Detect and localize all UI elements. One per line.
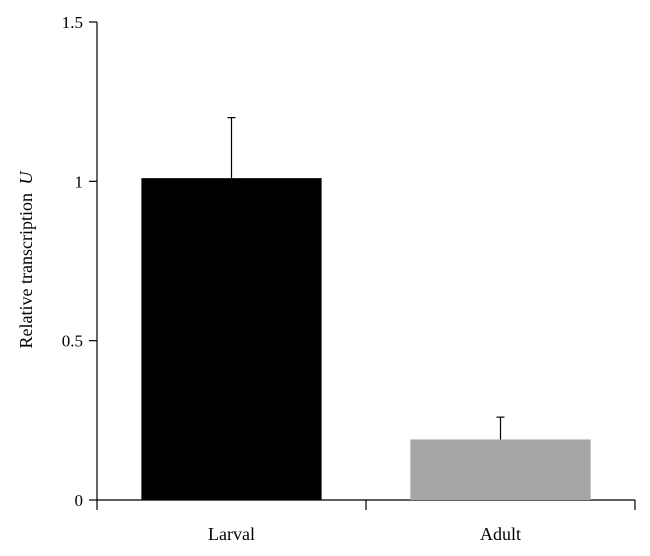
bars <box>141 116 591 500</box>
y-axis-label: Relative transcription U <box>16 171 36 349</box>
y-axis-label-text: Relative transcription <box>16 193 36 348</box>
y-axis-label-unit: U <box>16 171 36 185</box>
x-category-label: Larval <box>208 524 255 544</box>
y-tick-label: 0.5 <box>62 332 83 351</box>
bar-larval <box>141 178 322 500</box>
y-tick-label: 0 <box>75 491 84 510</box>
y-tick-label: 1.5 <box>62 13 83 32</box>
x-category-label: Adult <box>480 524 521 544</box>
y-tick-label: 1 <box>75 172 84 191</box>
y-axis: 0 0.5 1 1.5 <box>62 13 98 510</box>
bar-adult <box>410 439 591 500</box>
x-axis: Larval Adult <box>96 499 636 544</box>
